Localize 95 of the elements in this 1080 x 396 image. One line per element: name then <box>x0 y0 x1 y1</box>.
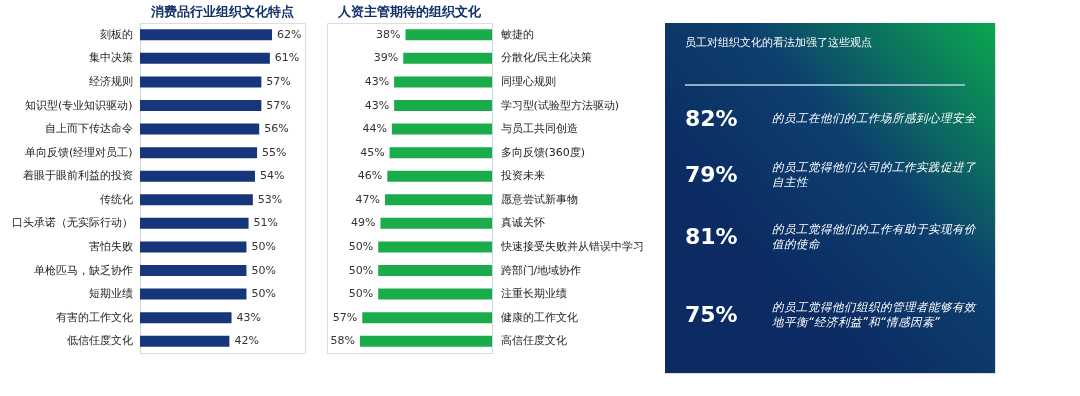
y-tick-label: 知识型(专业知识驱动) <box>24 98 133 112</box>
y-tick-label: 有害的工作文化 <box>55 310 133 324</box>
y-tick-label: 刻板的 <box>99 27 133 41</box>
y-tick-label: 低信任度文化 <box>66 334 133 348</box>
bar <box>385 194 492 206</box>
bar <box>394 100 492 111</box>
y-tick-label: 真诚关怀 <box>500 216 545 230</box>
y-tick-label: 学习型(试验型方法驱动) <box>500 98 620 112</box>
data-label: 51% <box>253 216 279 230</box>
bar <box>140 217 249 229</box>
data-label: 53% <box>257 192 283 206</box>
data-label: 54% <box>259 169 285 183</box>
y-tick-label: 集中决策 <box>88 51 133 65</box>
bar <box>140 52 270 64</box>
data-label: 46% <box>357 169 383 183</box>
y-tick-label: 注重长期业绩 <box>500 287 567 301</box>
data-label: 38% <box>376 27 401 41</box>
text: 的员工觉得他们的工作有助于实现有价值的使命 <box>772 221 977 251</box>
bar <box>378 241 492 253</box>
chart-title: 人资主管期待的组织文化 <box>337 4 482 19</box>
text: 的员工在他们的工作场所感到心理安全 <box>772 111 977 125</box>
y-tick-label: 单向反馈(经理对员工) <box>24 145 133 159</box>
data-label: 55% <box>262 145 287 159</box>
text: 79% <box>685 162 738 187</box>
text: 82% <box>685 106 738 131</box>
bar <box>405 29 492 41</box>
y-tick-label: 敏捷的 <box>500 27 534 41</box>
data-label: 56% <box>264 122 289 136</box>
data-label: 57% <box>332 310 358 324</box>
bar <box>391 123 492 135</box>
data-label: 39% <box>373 51 399 65</box>
bar <box>378 265 492 276</box>
data-label: 45% <box>360 145 385 159</box>
y-tick-label: 跨部门/地域协作 <box>500 263 582 277</box>
bar <box>362 312 492 324</box>
y-tick-label: 分散化/民主化决策 <box>500 51 593 65</box>
y-tick-label: 害怕失败 <box>88 239 133 253</box>
y-tick-label: 自上而下传达命令 <box>44 122 133 136</box>
y-tick-label: 愿意尝试新事物 <box>500 192 578 206</box>
data-label: 43% <box>236 310 261 324</box>
bar <box>140 147 258 159</box>
y-tick-label: 快速接受失败并从错误中学习 <box>499 239 644 253</box>
data-label: 44% <box>362 122 387 136</box>
bar <box>403 52 492 64</box>
chart-title: 消费品行业组织文化特点 <box>150 4 294 19</box>
data-label: 57% <box>266 74 291 88</box>
text: 的员工觉得他们公司的工作实践促进了自主性 <box>772 159 976 189</box>
y-tick-label: 投资未来 <box>499 169 545 183</box>
text: 员工对组织文化的看法加强了这些观点 <box>685 36 872 49</box>
data-label: 47% <box>355 192 381 206</box>
y-tick-label: 多向反馈(360度) <box>500 145 586 159</box>
bar <box>140 288 247 300</box>
bar <box>140 265 247 276</box>
y-tick-label: 健康的工作文化 <box>500 310 578 324</box>
data-label: 61% <box>274 51 300 65</box>
data-label: 43% <box>364 74 390 88</box>
y-tick-label: 经济规则 <box>88 74 133 88</box>
data-label: 50% <box>348 263 374 277</box>
y-tick-label: 传统化 <box>99 192 133 206</box>
bar <box>140 76 262 88</box>
data-label: 43% <box>364 98 390 112</box>
y-tick-label: 口头承诺（无实际行动） <box>11 216 133 230</box>
data-label: 57% <box>266 98 291 112</box>
bar <box>140 170 255 182</box>
bar <box>140 312 232 324</box>
bar <box>360 335 492 347</box>
data-label: 50% <box>251 263 276 277</box>
y-tick-label: 单枪匹马，缺乏协作 <box>33 263 133 277</box>
bar <box>389 147 492 159</box>
text: 的员工觉得他们组织的管理者能够有效地平衡“经济利益”和“情感因素” <box>772 299 977 329</box>
data-label: 50% <box>348 287 374 301</box>
y-tick-label: 着眼于眼前利益的投资 <box>22 169 133 183</box>
y-tick-label: 短期业绩 <box>88 287 133 301</box>
bar <box>380 217 492 229</box>
data-label: 58% <box>330 334 355 348</box>
text: 81% <box>685 224 738 249</box>
bar <box>140 123 260 135</box>
data-label: 50% <box>251 287 276 301</box>
bar <box>378 288 492 300</box>
y-tick-label: 同理心规则 <box>500 74 556 88</box>
y-tick-label: 高信任度文化 <box>500 334 567 348</box>
bar <box>394 76 492 88</box>
y-tick-label: 与员工共同创造 <box>500 122 578 136</box>
data-label: 42% <box>234 334 259 348</box>
bar <box>387 170 492 182</box>
text: 75% <box>685 302 738 327</box>
bar <box>140 241 247 253</box>
bar <box>140 100 262 111</box>
bar <box>140 335 230 347</box>
bar <box>140 194 253 206</box>
bar <box>140 29 272 41</box>
data-label: 49% <box>351 216 376 230</box>
data-label: 50% <box>348 239 374 253</box>
data-label: 50% <box>251 239 276 253</box>
data-label: 62% <box>277 27 302 41</box>
